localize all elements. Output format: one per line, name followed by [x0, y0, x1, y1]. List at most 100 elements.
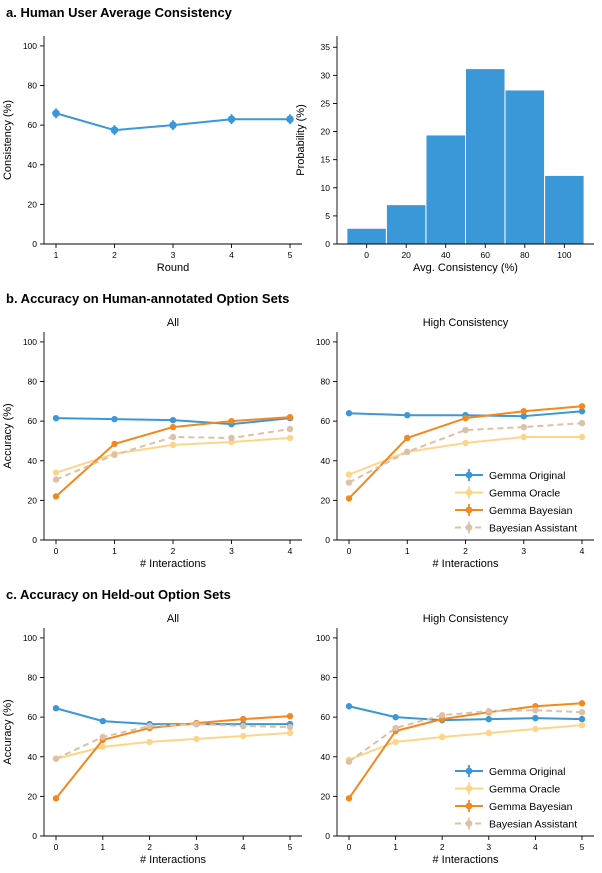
x-tick-label: 4 — [288, 546, 293, 556]
y-tick-label: 80 — [321, 673, 331, 683]
y-tick-label: 100 — [316, 633, 330, 643]
x-axis-label: # Interactions — [140, 854, 207, 866]
gemma-oracle-legend-label: Gemma Oracle — [489, 487, 560, 499]
gemma-oracle-point — [286, 434, 294, 442]
y-tick-label: 100 — [23, 337, 37, 347]
histogram-bar — [385, 204, 427, 245]
x-tick-label: 1 — [112, 546, 117, 556]
y-axis-label: Accuracy (%) — [2, 403, 14, 468]
panel-title: All — [167, 317, 179, 329]
y-tick-label: 0 — [32, 535, 37, 545]
gemma-oracle-legend-marker — [465, 785, 473, 792]
y-tick-label: 80 — [28, 81, 38, 91]
x-tick-label: 20 — [401, 250, 411, 260]
gemma-oracle-point — [485, 729, 492, 737]
gemma-original-point — [345, 410, 353, 417]
y-tick-label: 20 — [321, 127, 331, 137]
gemma-oracle-legend-marker — [465, 489, 473, 496]
y-tick-label: 60 — [28, 120, 38, 130]
gemma-original-point — [111, 415, 118, 423]
x-tick-label: 4 — [533, 842, 538, 852]
x-tick-label: 3 — [229, 546, 234, 556]
gemma-bayesian-series-line — [55, 715, 291, 799]
y-tick-label: 60 — [321, 416, 331, 426]
gemma-oracle-point — [462, 439, 469, 447]
bayesian-assistant-point — [99, 733, 107, 741]
gemma-bayesian-point — [286, 413, 294, 421]
bayesian-assistant-point — [392, 724, 399, 732]
gemma-bayesian-legend-marker — [465, 506, 473, 514]
x-tick-label: 0 — [347, 546, 352, 556]
gemma-original-series-line — [55, 707, 290, 726]
x-tick-label: 2 — [112, 250, 117, 260]
held-out-high-consistency-chart: 0 20 40 60 80 100 0 1 2 3 4 5 # Interactions High Con… — [316, 613, 594, 866]
y-tick-label: 5 — [325, 211, 330, 221]
y-axis-label: Probability (%) — [295, 104, 307, 176]
bayesian-assistant-point — [345, 758, 353, 765]
gemma-bayesian-point — [462, 414, 469, 422]
y-tick-label: 40 — [321, 752, 331, 762]
gemma-bayesian-point — [169, 423, 177, 431]
gemma-oracle-point — [52, 469, 60, 476]
panel-title: All — [167, 613, 179, 625]
histogram-bar — [544, 174, 585, 245]
gemma-oracle-point — [439, 733, 446, 741]
human-annotated-high-consistency-chart: 0 20 40 60 80 100 0 1 2 3 4 # Interactions High Cons… — [316, 317, 594, 570]
bayesian-assistant-point — [169, 433, 177, 441]
bayesian-assistant-legend-label: Bayesian Assistant — [489, 818, 577, 830]
gemma-oracle-point — [169, 441, 177, 449]
gemma-bayesian-point — [520, 408, 527, 415]
gemma-bayesian-point — [578, 700, 586, 707]
consistency-point — [169, 121, 177, 129]
gemma-oracle-point — [240, 732, 247, 740]
gemma-bayesian-legend-label: Gemma Bayesian — [489, 505, 573, 517]
x-tick-label: 3 — [194, 842, 199, 852]
x-tick-label: 3 — [486, 842, 491, 852]
gemma-original-point — [404, 412, 411, 419]
x-tick-label: 2 — [147, 842, 152, 852]
y-tick-label: 0 — [32, 239, 37, 249]
x-tick-label: 5 — [580, 842, 585, 852]
x-tick-label: 1 — [54, 250, 59, 260]
bayesian-assistant-point — [462, 426, 469, 434]
y-tick-label: 20 — [28, 791, 38, 801]
x-axis-label: # Interactions — [432, 854, 499, 866]
gemma-original-point — [345, 703, 353, 710]
gemma-oracle-point — [146, 738, 153, 746]
x-tick-label: 4 — [241, 842, 246, 852]
x-tick-label: 0 — [364, 250, 369, 260]
y-tick-label: 60 — [28, 416, 38, 426]
x-tick-label: 3 — [171, 250, 176, 260]
x-tick-label: 1 — [405, 546, 410, 556]
gemma-bayesian-legend-marker — [465, 802, 473, 810]
x-tick-label: 0 — [54, 842, 59, 852]
gemma-bayesian-point — [228, 417, 235, 425]
x-axis-label: # Interactions — [140, 558, 207, 570]
y-tick-label: 80 — [321, 377, 331, 387]
consistency-point — [52, 109, 60, 118]
y-tick-label: 40 — [28, 160, 38, 170]
gemma-bayesian-legend-label: Gemma Bayesian — [489, 801, 573, 813]
bayesian-assistant-point — [286, 425, 294, 433]
consistency-point — [110, 126, 119, 134]
histogram-bar — [346, 227, 387, 245]
histogram-bar — [465, 68, 506, 245]
consistency-point — [227, 115, 236, 123]
y-tick-label: 60 — [28, 712, 38, 722]
x-axis-label: Round — [157, 262, 189, 274]
gemma-oracle-point — [532, 725, 539, 733]
gemma-oracle-point — [578, 721, 586, 729]
gemma-oracle-point — [286, 729, 294, 737]
gemma-oracle-point — [392, 738, 399, 746]
y-tick-label: 40 — [321, 456, 331, 466]
bayesian-assistant-point — [240, 722, 247, 730]
bayesian-assistant-series-line — [348, 422, 583, 484]
histogram-bar — [504, 89, 546, 245]
y-tick-label: 0 — [325, 239, 330, 249]
x-tick-label: 2 — [463, 546, 468, 556]
y-tick-label: 10 — [321, 183, 331, 193]
x-tick-label: 40 — [441, 250, 451, 260]
y-axis-label: Consistency (%) — [2, 100, 14, 180]
consistency-point — [286, 115, 294, 123]
